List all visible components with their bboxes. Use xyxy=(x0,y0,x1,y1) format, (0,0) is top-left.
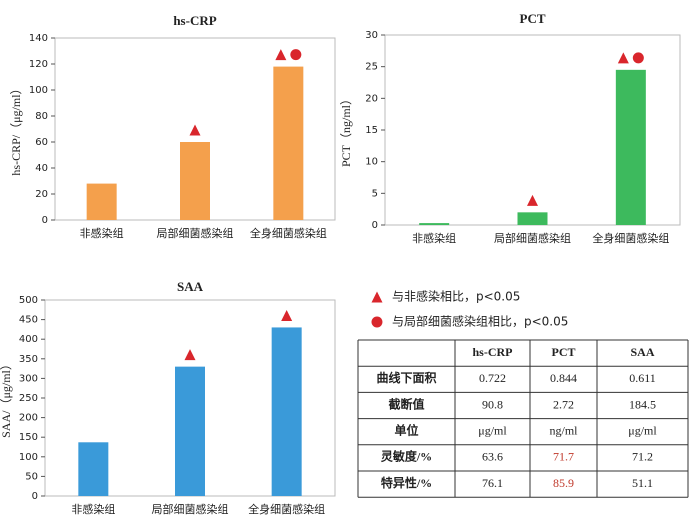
y-tick-label: 200 xyxy=(19,413,38,424)
bar xyxy=(273,66,304,220)
table-cell: 0.722 xyxy=(479,371,506,385)
y-tick-label: 25 xyxy=(365,62,378,73)
y-tick-label: 10 xyxy=(365,157,378,168)
x-tick-label: 非感染组 xyxy=(71,502,115,516)
significance-marker xyxy=(371,316,383,328)
table-header: PCT xyxy=(552,345,576,359)
y-tick-label: 500 xyxy=(19,295,38,306)
y-axis-label: SAA/（μg/ml） xyxy=(0,358,13,438)
table-cell: 85.9 xyxy=(553,476,574,490)
table-header: hs-CRP xyxy=(472,345,512,359)
x-tick-label: 局部细菌感染组 xyxy=(152,502,229,516)
significance-marker xyxy=(371,291,383,303)
x-tick-label: 全身细菌感染组 xyxy=(248,502,325,516)
y-tick-label: 50 xyxy=(25,471,38,482)
y-axis-label: hs-CRP/（μg/ml） xyxy=(9,82,23,175)
row-label: 单位 xyxy=(394,422,418,437)
y-tick-label: 300 xyxy=(19,373,38,384)
y-tick-label: 150 xyxy=(19,432,38,443)
row-label: 灵敏度/% xyxy=(381,449,432,464)
significance-marker xyxy=(275,49,287,61)
y-tick-label: 5 xyxy=(372,188,378,199)
y-tick-label: 400 xyxy=(19,334,38,345)
bar xyxy=(175,366,205,496)
table-cell: 2.72 xyxy=(553,397,574,411)
y-tick-label: 20 xyxy=(35,189,48,200)
significance-marker xyxy=(617,52,629,64)
y-tick-label: 0 xyxy=(372,220,378,231)
y-tick-label: 0 xyxy=(42,215,48,226)
y-tick-label: 20 xyxy=(365,93,378,104)
chart-title: PCT xyxy=(520,11,546,26)
x-tick-label: 局部细菌感染组 xyxy=(157,226,234,240)
table-cell: ng/ml xyxy=(549,423,578,437)
bar xyxy=(419,223,450,225)
legend-label: 与非感染相比，p<0.05 xyxy=(392,289,520,304)
row-label: 截断值 xyxy=(388,396,424,411)
table-cell: 0.844 xyxy=(550,371,577,385)
x-tick-label: 非感染组 xyxy=(412,231,456,245)
bar xyxy=(271,327,302,496)
y-tick-label: 100 xyxy=(29,85,48,96)
y-tick-label: 40 xyxy=(35,163,48,174)
x-tick-label: 非感染组 xyxy=(80,226,124,240)
significance-marker xyxy=(281,309,293,321)
y-axis-label: PCT（ng/ml） xyxy=(339,93,353,167)
chart-title: hs-CRP xyxy=(173,13,216,28)
x-tick-label: 全身细菌感染组 xyxy=(592,231,669,245)
row-label: 曲线下面积 xyxy=(376,370,436,385)
row-label: 特异性/% xyxy=(381,475,432,490)
table-cell: 71.2 xyxy=(632,450,653,464)
chart-title: SAA xyxy=(177,279,204,294)
x-tick-label: 全身细菌感染组 xyxy=(250,226,327,240)
significance-marker xyxy=(184,349,196,361)
y-tick-label: 0 xyxy=(32,491,38,502)
table-cell: 63.6 xyxy=(482,450,503,464)
bar xyxy=(78,442,109,496)
bar xyxy=(180,142,210,220)
legend-label: 与局部细菌感染组相比，p<0.05 xyxy=(392,314,568,329)
y-tick-label: 30 xyxy=(365,30,378,41)
significance-marker xyxy=(189,124,201,136)
y-tick-label: 350 xyxy=(19,354,38,365)
table-cell: 90.8 xyxy=(482,397,503,411)
y-tick-label: 80 xyxy=(35,111,48,122)
table-cell: 184.5 xyxy=(629,397,656,411)
table-cell: 71.7 xyxy=(553,450,574,464)
y-tick-label: 250 xyxy=(19,393,38,404)
x-tick-label: 局部细菌感染组 xyxy=(494,231,571,245)
bar xyxy=(615,69,646,225)
y-tick-label: 100 xyxy=(19,452,38,463)
significance-marker xyxy=(527,194,538,206)
y-tick-label: 60 xyxy=(35,137,48,148)
table-cell: 0.611 xyxy=(629,371,656,385)
table-cell: 51.1 xyxy=(632,476,653,490)
significance-marker xyxy=(290,49,302,61)
table-cell: 76.1 xyxy=(482,476,503,490)
bar xyxy=(517,212,548,225)
y-tick-label: 15 xyxy=(365,125,378,136)
bar xyxy=(86,183,117,220)
significance-marker xyxy=(632,52,644,64)
table-header: SAA xyxy=(630,345,654,359)
y-tick-label: 120 xyxy=(29,59,48,70)
y-tick-label: 140 xyxy=(29,33,48,44)
table-cell: μg/ml xyxy=(628,423,657,437)
table-cell: μg/ml xyxy=(478,423,507,437)
y-tick-label: 450 xyxy=(19,315,38,326)
